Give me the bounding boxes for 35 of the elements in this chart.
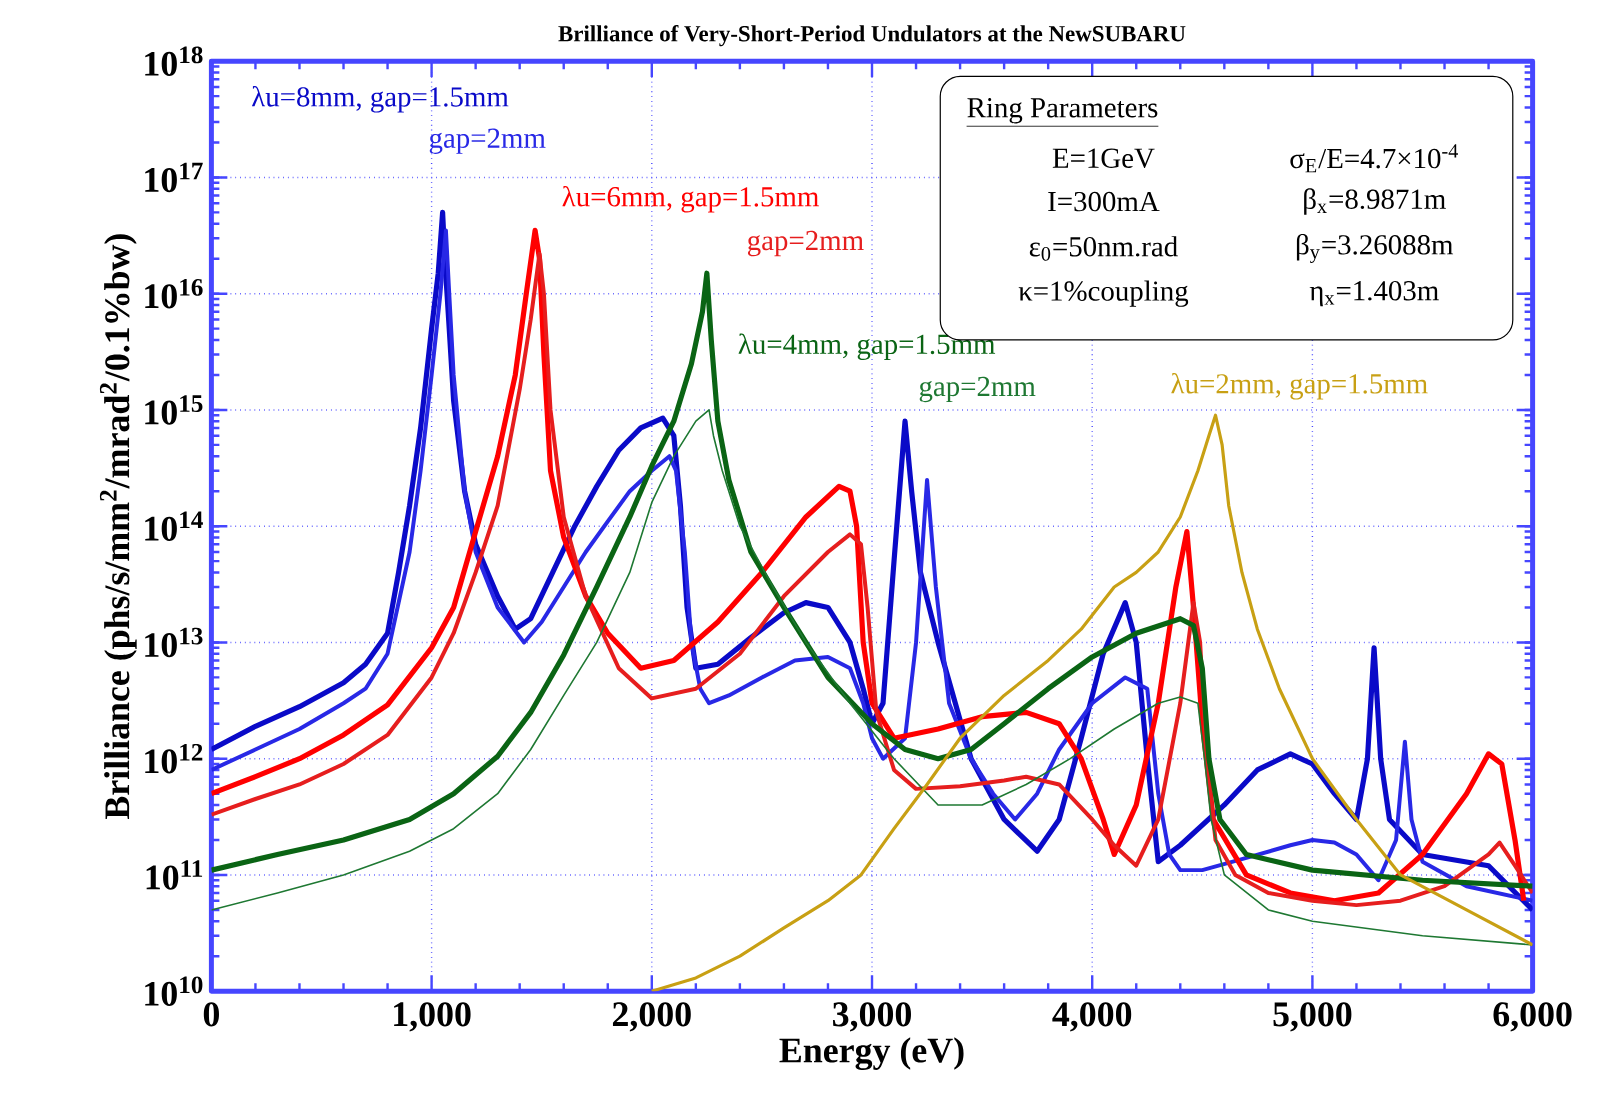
- annotation: β$_{y}$=3.26088m: [1296, 233, 1454, 263]
- y-tick-label: 10$^{15}$: [145, 395, 203, 425]
- chart-title: Brilliance of Very-Short-Period Undulators at the NewSUBARU: [558, 25, 1186, 47]
- annotation: η$_{x}$=1.403m: [1309, 280, 1439, 307]
- x-tick-label: 1,000: [394, 1002, 471, 1032]
- annotation: ε$_{0}$=50nm.rad: [1029, 236, 1178, 261]
- series-label: λu=4mm, gap=1.5mm: [738, 333, 996, 360]
- annotation: E=1GeV: [1052, 148, 1155, 169]
- y-tick-label: 10$^{13}$: [145, 627, 203, 658]
- text: λu=8mm, gap=1.5mm: [251, 86, 509, 113]
- y-tick-label: 10$^{10}$: [145, 976, 203, 1006]
- y-tick-label: 10$^{11}$: [146, 860, 203, 890]
- x-tick-label: 2,000: [612, 1002, 691, 1032]
- y-tick-label: 10$^{12}$: [145, 743, 203, 774]
- annotation: σ$_{E}$/E=4.7×10$^{-4}$: [1290, 144, 1458, 173]
- y-tick-label: 10$^{18}$: [145, 46, 203, 76]
- text: gap=2mm: [919, 376, 1036, 403]
- annotation: κ=1%coupling: [1018, 280, 1189, 307]
- y-axis-title: Brilliance (phs/s/mm$^{2}$/mrad$^{2}$/0.1%bw): [99, 234, 137, 820]
- text: gap=2mm: [747, 230, 864, 257]
- y-tick-label: 10$^{14}$: [145, 511, 203, 541]
- x-tick-label: 3,000: [833, 1002, 911, 1032]
- x-tick-label: 6,000: [1493, 1002, 1572, 1032]
- series-label: λu=2mm, gap=1.5mm: [1171, 372, 1428, 400]
- text: gap=2mm: [429, 128, 546, 154]
- series-label: λu=6mm, gap=1.5mm: [562, 185, 819, 213]
- x-tick-label: 4,000: [1052, 1002, 1132, 1032]
- annotation: β$_{x}$=8.9871m: [1304, 188, 1446, 215]
- annotation: I=300mA: [1048, 191, 1160, 212]
- annotation: Ring Parameters: [967, 98, 1158, 124]
- x-tick-label: 5,000: [1273, 1002, 1352, 1032]
- x-axis-title: Energy (eV): [779, 1037, 964, 1071]
- x-tick-label: 0: [203, 1002, 219, 1027]
- y-tick-label: 10$^{16}$: [145, 278, 203, 309]
- y-tick-label: 10$^{17}$: [145, 162, 203, 193]
